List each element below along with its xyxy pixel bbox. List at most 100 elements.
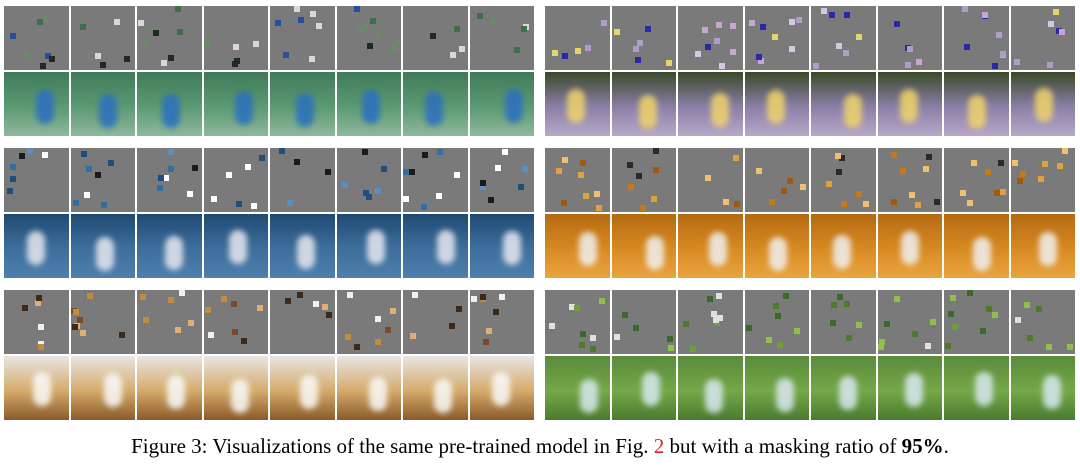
subject-blur	[36, 90, 54, 124]
visible-patch	[113, 19, 120, 25]
visible-patch	[856, 322, 862, 328]
visible-patch	[1061, 148, 1068, 154]
subject-blur	[904, 373, 923, 407]
visible-patch	[579, 342, 585, 348]
visible-patch	[552, 50, 558, 56]
visible-patch	[138, 20, 144, 26]
visible-patch	[356, 27, 363, 33]
masked-frame	[469, 6, 534, 70]
masked-frame	[403, 290, 468, 354]
visible-patch	[374, 316, 381, 322]
subject-blur	[833, 235, 851, 269]
reconstructed-frame	[469, 214, 534, 278]
visible-patch	[175, 327, 181, 333]
masked-frame	[545, 148, 610, 212]
reconstructed-frame	[944, 214, 1009, 278]
visible-patch	[585, 45, 591, 51]
visible-patch	[192, 165, 198, 171]
masked-frame	[403, 148, 468, 212]
subject-blur	[368, 377, 387, 411]
subject-blur	[705, 379, 723, 413]
masked-frame	[678, 290, 743, 354]
subject-blur	[775, 378, 794, 412]
visible-patch	[482, 339, 489, 345]
reconstructed-frame	[678, 356, 743, 420]
visible-patch	[230, 301, 237, 307]
visible-patch	[49, 56, 55, 62]
visible-patch	[793, 328, 800, 334]
masked-frame	[469, 290, 534, 354]
visible-patch	[745, 325, 752, 331]
visible-patch	[846, 335, 852, 341]
visible-patch	[714, 38, 720, 44]
subject-blur	[437, 230, 455, 264]
subject-blur	[425, 92, 443, 126]
visible-patch	[250, 203, 257, 209]
visible-patch	[714, 320, 720, 326]
visible-patch	[690, 346, 696, 352]
visible-patch	[590, 346, 596, 352]
visible-patch	[635, 173, 642, 179]
visible-patch	[520, 26, 527, 32]
visible-patch	[924, 343, 931, 349]
visible-patch	[707, 296, 713, 302]
visible-patch	[734, 201, 740, 207]
visible-patch	[580, 160, 586, 166]
subject-blur	[504, 89, 523, 123]
visible-patch	[298, 17, 304, 23]
masked-input-row	[4, 148, 534, 212]
masked-frame	[678, 6, 743, 70]
visible-patch	[719, 63, 725, 69]
figure-reference-link[interactable]: 2	[653, 434, 665, 458]
visible-patch	[683, 321, 689, 327]
masked-frame	[137, 6, 202, 70]
visible-patch	[313, 301, 319, 307]
subject-blur	[434, 379, 452, 413]
masked-frame	[744, 6, 809, 70]
masked-input-row	[545, 290, 1075, 354]
visible-patch	[1019, 171, 1026, 177]
reconstructed-frame	[469, 72, 534, 136]
masked-frame	[70, 290, 135, 354]
visible-patch	[476, 13, 483, 19]
reconstructed-frame	[744, 356, 809, 420]
masked-input-row	[4, 6, 534, 70]
masked-frame	[1010, 148, 1075, 212]
reconstructed-frame	[545, 72, 610, 136]
reconstructed-frame	[270, 356, 335, 420]
reconstruction-row	[545, 356, 1075, 420]
subject-blur	[766, 90, 785, 124]
masked-frame	[611, 290, 676, 354]
visible-patch	[996, 32, 1002, 38]
visible-patch	[256, 305, 263, 311]
reconstructed-frame	[811, 356, 876, 420]
visible-patch	[326, 312, 332, 318]
visible-patch	[143, 317, 149, 323]
reconstructed-frame	[203, 214, 268, 278]
visible-patch	[40, 63, 46, 69]
caption-prefix: Figure 3: Visualizations of the same pre…	[131, 434, 654, 458]
visible-patch	[843, 50, 849, 56]
reconstructed-frame	[1010, 356, 1075, 420]
visible-patch	[231, 61, 238, 67]
visible-patch	[830, 320, 836, 326]
caption-middle: but with a masking ratio of	[664, 434, 902, 458]
visible-patch	[562, 53, 568, 59]
subject-blur	[33, 372, 51, 406]
visible-patch	[38, 344, 44, 350]
masked-frame	[270, 6, 335, 70]
visible-patch	[179, 290, 185, 296]
reconstructed-frame	[4, 72, 69, 136]
masked-frame	[4, 148, 69, 212]
visible-patch	[831, 302, 837, 308]
visible-patch	[294, 159, 300, 165]
masked-input-row	[545, 148, 1075, 212]
visible-patch	[168, 297, 174, 303]
visible-patch	[733, 155, 739, 161]
visible-patch	[362, 190, 369, 196]
visible-patch	[632, 46, 639, 52]
visible-patch	[626, 162, 633, 168]
visible-patch	[821, 8, 827, 14]
visible-patch	[636, 40, 643, 46]
reconstructed-frame	[203, 356, 268, 420]
